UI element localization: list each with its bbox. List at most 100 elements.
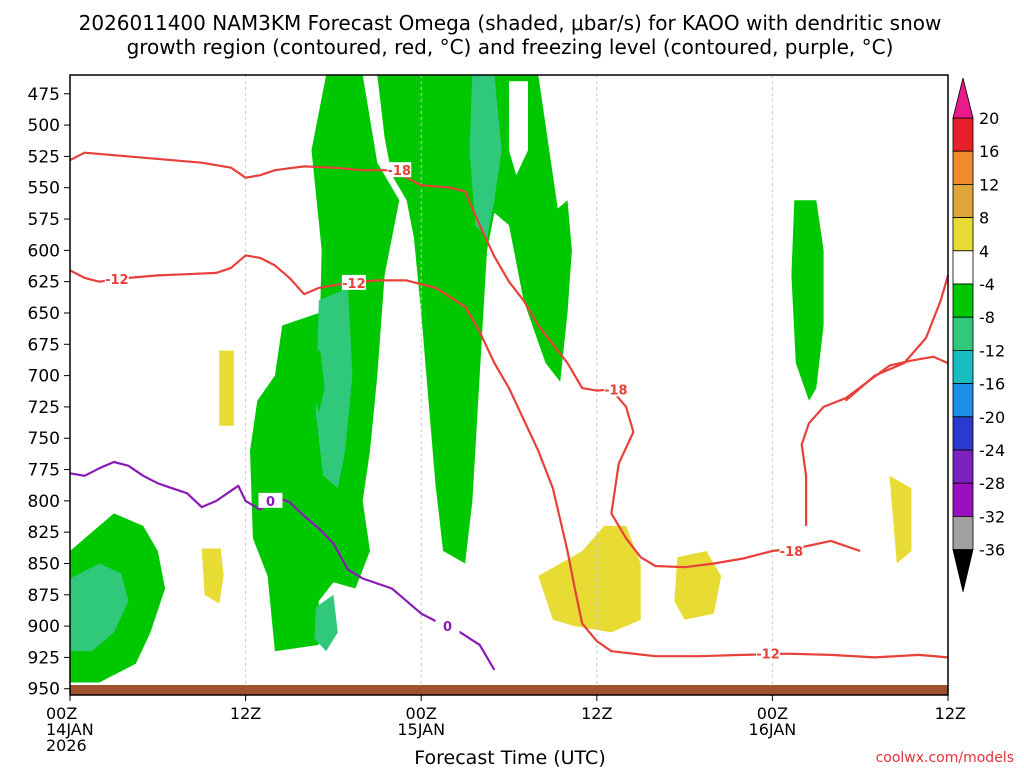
omega-region-19 — [311, 350, 325, 414]
y-tick-label-600: 600 — [28, 241, 60, 261]
y-tick-label-875: 875 — [28, 586, 60, 606]
y-tick-label-950: 950 — [28, 680, 60, 700]
plot-area: -18 -18 -18 -12 -12 -12 0 0 — [69, 74, 950, 696]
colorbar-label--8: -8 — [979, 308, 995, 327]
y-tick-label-675: 675 — [28, 335, 60, 355]
x-tick-label-3-0: 12Z — [581, 704, 612, 723]
colorbar-bin-2 — [952, 183, 974, 218]
colorbar-bin-5 — [952, 283, 974, 318]
colorbar-label--12: -12 — [979, 341, 1005, 360]
contour-dendritic_upper_right — [844, 275, 950, 402]
colorbar-bin-9 — [952, 416, 974, 451]
y-tick-label-900: 900 — [28, 617, 60, 637]
omega-region-7 — [201, 548, 224, 604]
omega-region-14 — [314, 594, 338, 652]
omega-region-16 — [70, 563, 129, 652]
y-tick-label-625: 625 — [28, 273, 60, 293]
y-tick-label-700: 700 — [28, 367, 60, 387]
colorbar-bin-12 — [952, 516, 974, 551]
colorbar-bin-11 — [952, 482, 974, 517]
colorbar-bin-7 — [952, 349, 974, 384]
contour-label-bg — [756, 645, 781, 661]
contour-label-dendritic_high-2: -12 — [756, 648, 780, 663]
colorbar-bin-8 — [952, 383, 974, 418]
x-axis-label: Forecast Time (UTC) — [414, 747, 605, 768]
colorbar-over-triangle — [952, 77, 974, 119]
contour-label-bg — [435, 618, 460, 634]
omega-region-5 — [165, 250, 253, 614]
contour-label-bg — [341, 274, 366, 290]
contour-label-bg — [104, 271, 129, 287]
y-tick-label-750: 750 — [28, 429, 60, 449]
contour-label-dendritic_low-1: -18 — [604, 383, 628, 398]
contour-dendritic_right — [800, 355, 949, 526]
colorbar-label--36: -36 — [979, 541, 1005, 560]
y-tick-label-575: 575 — [28, 210, 60, 230]
contour-lines: -18 -18 -18 -12 -12 -12 0 0 — [69, 151, 950, 671]
chart-title-line1: 2026011400 NAM3KM Forecast Omega (shaded… — [79, 11, 942, 35]
colorbar-bin-1 — [952, 150, 974, 185]
y-tick-label-525: 525 — [28, 147, 60, 167]
colorbar-label--20: -20 — [979, 408, 1005, 427]
colorbar-bin-10 — [952, 449, 974, 484]
colorbar: 20 16 12 8 4 -4 -8 -12 -16 -20 -24 -28 -32 -36 — [952, 77, 1005, 592]
x-tick-label-4-0: 00Z — [757, 704, 788, 723]
y-tick-label-725: 725 — [28, 398, 60, 418]
contour-label-dendritic_high-0: -12 — [105, 273, 129, 288]
colorbar-label--4: -4 — [979, 275, 995, 294]
terrain-ground — [70, 685, 948, 695]
contour-label-bg — [603, 381, 628, 397]
y-tick-label-800: 800 — [28, 492, 60, 512]
contour-label-bg — [387, 162, 412, 178]
contour-dendritic_low — [69, 151, 861, 569]
x-tick-label-2-1: 15JAN — [397, 720, 445, 739]
omega-region-25 — [421, 488, 441, 589]
colorbar-bin-3 — [952, 217, 974, 252]
plot-frame — [69, 74, 949, 696]
x-tick-label-5-0: 12Z — [935, 704, 966, 723]
y-tick-label-850: 850 — [28, 554, 60, 574]
omega-region-22 — [674, 551, 722, 620]
colorbar-label--28: -28 — [979, 474, 1005, 493]
omega-region-23 — [801, 413, 948, 614]
omega-region-24 — [889, 475, 912, 564]
x-tick-label-0-0: 00Z — [46, 704, 77, 723]
y-tick-label-475: 475 — [28, 85, 60, 105]
omega-region-27 — [509, 81, 528, 176]
chart-title-line2: growth region (contoured, red, °C) and f… — [127, 35, 894, 59]
omega-region-18 — [552, 200, 572, 351]
contour-dendritic_high — [69, 254, 949, 659]
contour-label-bg — [779, 542, 804, 558]
colorbar-label--24: -24 — [979, 441, 1005, 460]
colorbar-label-8: 8 — [979, 209, 989, 228]
colorbar-label-4: 4 — [979, 242, 989, 261]
omega-region-10 — [311, 75, 370, 364]
contour-label-freezing_level-1: 0 — [443, 620, 452, 635]
colorbar-under-triangle — [952, 549, 974, 592]
colorbar-label-20: 20 — [979, 109, 999, 128]
contour-label-bg — [258, 492, 283, 508]
omega-region-6 — [219, 350, 234, 426]
contour-label-dendritic_high-1: -12 — [342, 277, 366, 292]
omega-region-3 — [70, 87, 199, 445]
y-tick-label-550: 550 — [28, 179, 60, 199]
x-tick-label-0-2: 2026 — [46, 736, 87, 755]
y-tick-label-925: 925 — [28, 648, 60, 668]
omega-region-21 — [538, 525, 641, 633]
colorbar-label-12: 12 — [979, 175, 999, 194]
colorbar-bin-4 — [952, 250, 974, 285]
contour-label-dendritic_low-0: -18 — [388, 164, 412, 179]
omega-region-26 — [787, 125, 802, 176]
x-tick-label-0-1: 14JAN — [46, 720, 94, 739]
x-tick-label-4-1: 16JAN — [749, 720, 797, 739]
colorbar-label-16: 16 — [979, 142, 999, 161]
omega-region-12 — [315, 287, 353, 489]
credit-text: coolwx.com/models — [876, 750, 1014, 766]
x-tick-label-2-0: 00Z — [406, 704, 437, 723]
colorbar-label--32: -32 — [979, 507, 1005, 526]
y-tick-label-650: 650 — [28, 304, 60, 324]
y-tick-label-825: 825 — [28, 523, 60, 543]
x-tick-label-1-0: 12Z — [230, 704, 261, 723]
